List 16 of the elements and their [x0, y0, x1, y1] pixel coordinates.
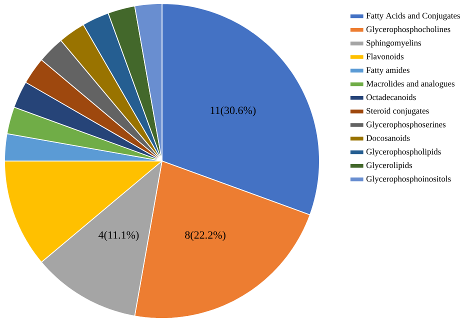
legend-label: Macrolides and analogues: [366, 80, 455, 88]
legend-label: Glycerolipids: [366, 162, 412, 170]
legend-label: Flavonoids: [366, 53, 404, 60]
legend-label: Steroid conjugates: [366, 108, 429, 116]
legend-label: Glycerophospholipids: [366, 148, 441, 156]
data-label: 4(11.1%): [98, 231, 139, 241]
legend-label: Sphingomyelins: [366, 40, 422, 48]
legend-label: Glycerophosphocholines: [366, 26, 450, 34]
legend-label: Glycerophosphoserines: [366, 121, 446, 130]
legend-label: Glycerophosphoinositols: [366, 176, 451, 184]
legend-label: Octadecanoids: [366, 94, 416, 100]
data-label: 11(30.6%): [210, 106, 256, 116]
legend-label: Docosanoids: [366, 134, 410, 141]
data-label: 8(22.2%): [185, 231, 226, 241]
legend-label: Fatty Acids and Conjugates: [366, 12, 460, 20]
legend-label: Fatty amides: [366, 66, 410, 75]
